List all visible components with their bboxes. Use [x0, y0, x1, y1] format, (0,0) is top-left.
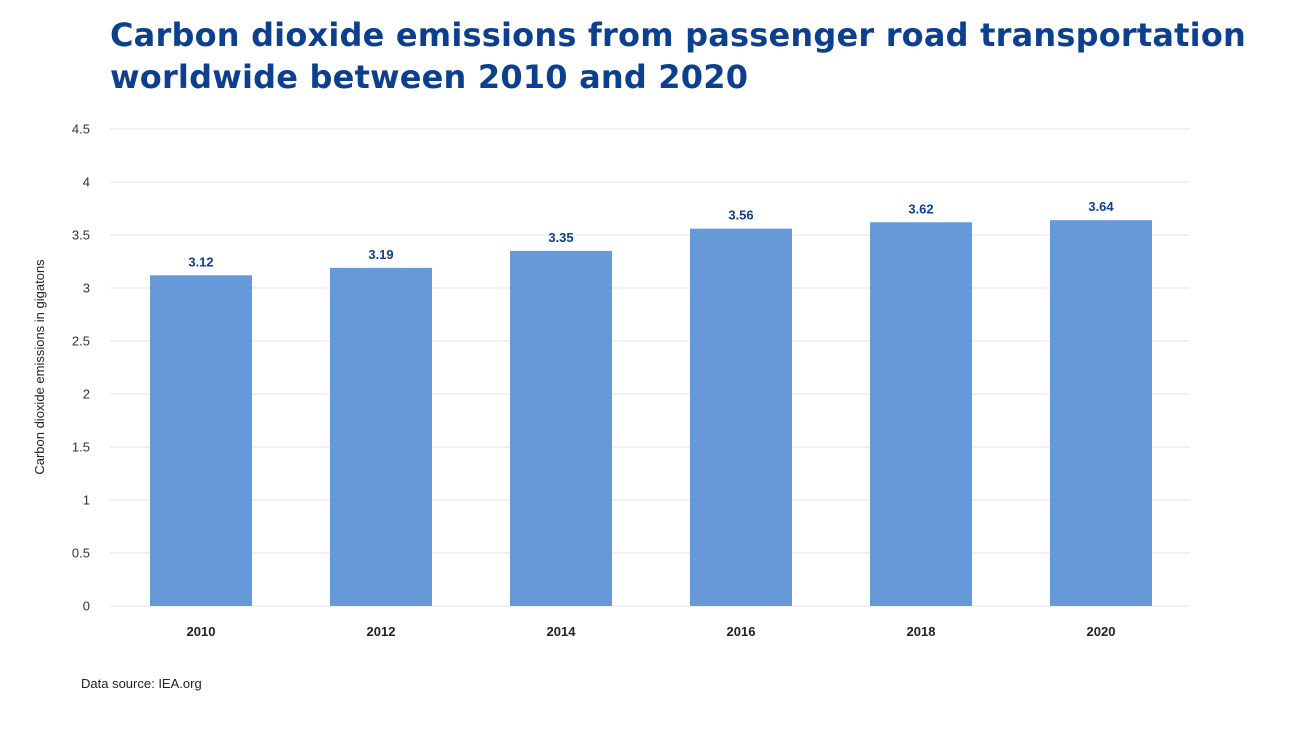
- chart-title: Carbon dioxide emissions from passenger …: [110, 16, 1247, 96]
- value-label-2010: 3.12: [188, 254, 213, 269]
- y-axis-label: Carbon dioxide emissions in gigatons: [32, 259, 47, 475]
- y-tick-label: 1: [83, 493, 90, 508]
- y-tick-label: 3.5: [72, 228, 90, 243]
- value-label-2016: 3.56: [728, 208, 753, 223]
- bar-2016: [690, 228, 792, 606]
- y-axis-ticks: 0 0.5 1 1.5 2 2.5 3 3.5 4 4.5: [72, 122, 90, 614]
- value-label-2018: 3.62: [908, 201, 933, 216]
- y-tick-label: 4.5: [72, 122, 90, 137]
- y-tick-label: 1.5: [72, 440, 90, 455]
- data-source-note: Data source: IEA.org: [81, 676, 202, 691]
- x-tick-label-2010: 2010: [187, 624, 216, 639]
- x-tick-label-2014: 2014: [547, 624, 577, 639]
- x-tick-label-2020: 2020: [1087, 624, 1116, 639]
- value-labels: 3.12 3.19 3.35 3.56 3.62 3.64: [188, 199, 1114, 269]
- value-label-2014: 3.35: [548, 230, 573, 245]
- y-tick-label: 4: [83, 175, 90, 190]
- bar-2020: [1050, 220, 1152, 606]
- y-tick-label: 2.5: [72, 334, 90, 349]
- gridlines: [110, 128, 1190, 607]
- bar-2012: [330, 267, 432, 606]
- x-tick-label-2012: 2012: [367, 624, 396, 639]
- x-tick-label-2016: 2016: [727, 624, 756, 639]
- bar-2014: [510, 250, 612, 606]
- bar-2018: [870, 222, 972, 606]
- value-label-2012: 3.19: [368, 247, 393, 262]
- bars: [150, 220, 1152, 606]
- y-tick-label: 2: [83, 387, 90, 402]
- y-tick-label: 0: [83, 599, 90, 614]
- bar-2010: [150, 275, 252, 606]
- value-label-2020: 3.64: [1088, 199, 1114, 214]
- y-tick-label: 3: [83, 281, 90, 296]
- x-tick-label-2018: 2018: [907, 624, 936, 639]
- y-tick-label: 0.5: [72, 546, 90, 561]
- x-axis-ticks: 2010 2012 2014 2016 2018 2020: [187, 624, 1116, 639]
